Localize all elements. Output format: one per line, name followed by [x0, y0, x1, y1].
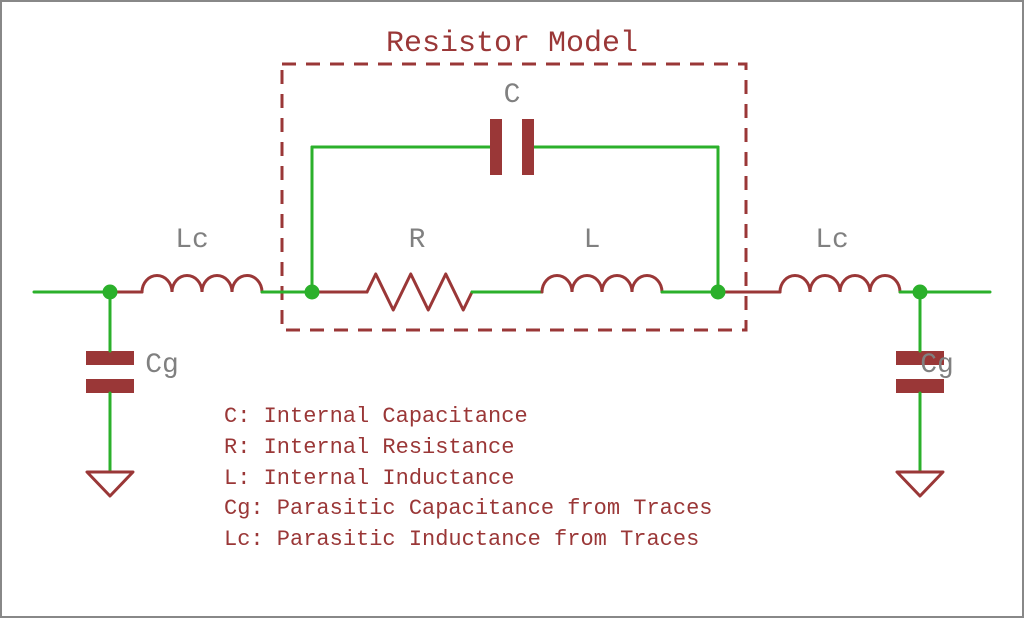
svg-text:L: L: [584, 225, 601, 256]
svg-text:C: C: [504, 80, 521, 111]
svg-text:Cg: Cg: [920, 350, 954, 381]
legend-line: L: Internal Inductance: [224, 464, 712, 495]
legend-line: C: Internal Capacitance: [224, 402, 712, 433]
legend-line: Cg: Parasitic Capacitance from Traces: [224, 494, 712, 525]
svg-text:Lc: Lc: [815, 225, 849, 256]
svg-text:Lc: Lc: [175, 225, 209, 256]
legend-line: Lc: Parasitic Inductance from Traces: [224, 525, 712, 556]
svg-text:R: R: [409, 225, 426, 256]
svg-text:Cg: Cg: [145, 350, 179, 381]
diagram-title: Resistor Model: [2, 27, 1022, 61]
schematic-frame: Resistor Model C R L Lc Lc Cg Cg C: Internal C…: [0, 0, 1024, 618]
legend-line: R: Internal Resistance: [224, 433, 712, 464]
legend: C: Internal CapacitanceR: Internal Resis…: [224, 402, 712, 556]
